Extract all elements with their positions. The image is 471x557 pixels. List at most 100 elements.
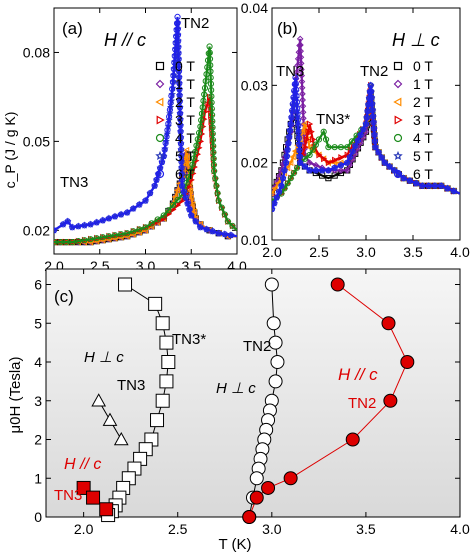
data-point bbox=[118, 277, 133, 292]
data-point bbox=[206, 49, 213, 56]
data-point bbox=[201, 84, 209, 92]
data-point bbox=[287, 159, 294, 167]
data-point bbox=[151, 182, 158, 189]
data-point bbox=[162, 140, 169, 147]
data-point bbox=[296, 35, 304, 43]
data-point bbox=[283, 159, 290, 166]
panel-b-tn3-star-label: TN3* bbox=[316, 111, 350, 128]
legend-label: 1 T bbox=[413, 76, 433, 92]
series-line-6T bbox=[272, 77, 460, 210]
panel-a-ylabel: c_P (J / g K) bbox=[2, 112, 18, 189]
data-point bbox=[312, 167, 319, 174]
data-point bbox=[203, 226, 210, 233]
data-point bbox=[175, 68, 183, 75]
data-point bbox=[338, 154, 345, 161]
data-point bbox=[296, 147, 303, 154]
data-point bbox=[60, 221, 67, 228]
data-point bbox=[183, 146, 190, 154]
data-point bbox=[124, 230, 131, 237]
data-point bbox=[208, 93, 215, 100]
legend-marker bbox=[155, 169, 165, 179]
data-point bbox=[272, 205, 276, 213]
panel-b-xtick-label: 4.0 bbox=[450, 244, 470, 260]
data-point bbox=[298, 72, 305, 79]
data-point bbox=[148, 220, 155, 227]
data-point bbox=[369, 106, 376, 114]
data-point bbox=[176, 80, 183, 87]
panel-b-xtick-label: 2.0 bbox=[262, 244, 282, 260]
legend-label: 6 T bbox=[175, 166, 195, 182]
panel-c-xtick-label: 3.0 bbox=[262, 521, 282, 537]
legend-label: 2 T bbox=[175, 94, 195, 110]
data-point bbox=[118, 211, 125, 218]
data-point bbox=[118, 231, 125, 238]
data-point bbox=[177, 110, 184, 117]
data-point bbox=[180, 188, 188, 195]
data-point bbox=[229, 222, 236, 229]
data-point bbox=[186, 187, 194, 195]
data-point bbox=[278, 182, 285, 189]
data-point bbox=[369, 113, 377, 120]
data-point bbox=[174, 13, 181, 20]
data-point bbox=[175, 62, 182, 69]
data-point bbox=[295, 48, 303, 56]
data-point bbox=[287, 120, 294, 128]
data-point bbox=[272, 184, 278, 192]
data-point bbox=[325, 144, 332, 151]
data-point bbox=[371, 137, 379, 145]
data-point bbox=[370, 119, 377, 126]
panel-a-frame bbox=[53, 7, 238, 255]
data-point bbox=[158, 159, 166, 166]
data-point bbox=[184, 200, 191, 207]
data-point bbox=[177, 122, 184, 129]
legend-marker bbox=[393, 79, 403, 89]
data-point bbox=[176, 74, 183, 81]
data-point bbox=[178, 176, 186, 183]
data-point bbox=[160, 212, 167, 219]
data-point bbox=[332, 156, 339, 164]
panel-c-perp-right-label: H ⊥ c bbox=[216, 380, 256, 397]
panel-b-tn3-label: TN3 bbox=[276, 63, 304, 80]
data-point bbox=[169, 78, 177, 86]
data-point bbox=[354, 137, 362, 144]
data-point bbox=[176, 98, 183, 105]
legend-label: 0 T bbox=[175, 58, 195, 74]
data-point bbox=[64, 218, 71, 225]
data-point bbox=[173, 186, 181, 194]
data-point bbox=[330, 277, 345, 292]
data-point bbox=[299, 96, 306, 104]
data-point bbox=[286, 127, 294, 134]
data-point bbox=[170, 65, 177, 73]
data-point bbox=[316, 151, 323, 159]
data-point bbox=[163, 133, 170, 140]
data-point bbox=[283, 153, 290, 160]
data-point bbox=[227, 232, 234, 239]
data-point bbox=[190, 155, 197, 162]
data-point bbox=[209, 124, 216, 131]
data-point bbox=[301, 163, 308, 170]
data-point bbox=[199, 104, 206, 111]
data-point bbox=[175, 49, 182, 57]
data-point bbox=[297, 47, 305, 55]
data-point bbox=[111, 213, 119, 220]
data-point bbox=[296, 141, 303, 148]
data-point bbox=[249, 471, 264, 486]
data-point bbox=[146, 190, 154, 197]
data-point bbox=[183, 153, 190, 161]
data-point bbox=[57, 239, 64, 246]
data-point bbox=[365, 101, 372, 108]
data-point bbox=[319, 167, 326, 174]
data-point bbox=[93, 235, 100, 242]
data-point bbox=[197, 123, 204, 130]
data-point bbox=[209, 130, 216, 137]
data-point bbox=[293, 164, 301, 171]
data-point bbox=[211, 167, 218, 175]
panel-a-ytick-label: 0.02 bbox=[23, 222, 50, 238]
data-point bbox=[264, 277, 279, 292]
data-point bbox=[166, 113, 173, 120]
panel-c-ytick-label: 0 bbox=[34, 509, 42, 525]
data-point bbox=[174, 25, 181, 33]
data-point bbox=[308, 128, 315, 136]
data-point bbox=[124, 209, 131, 216]
